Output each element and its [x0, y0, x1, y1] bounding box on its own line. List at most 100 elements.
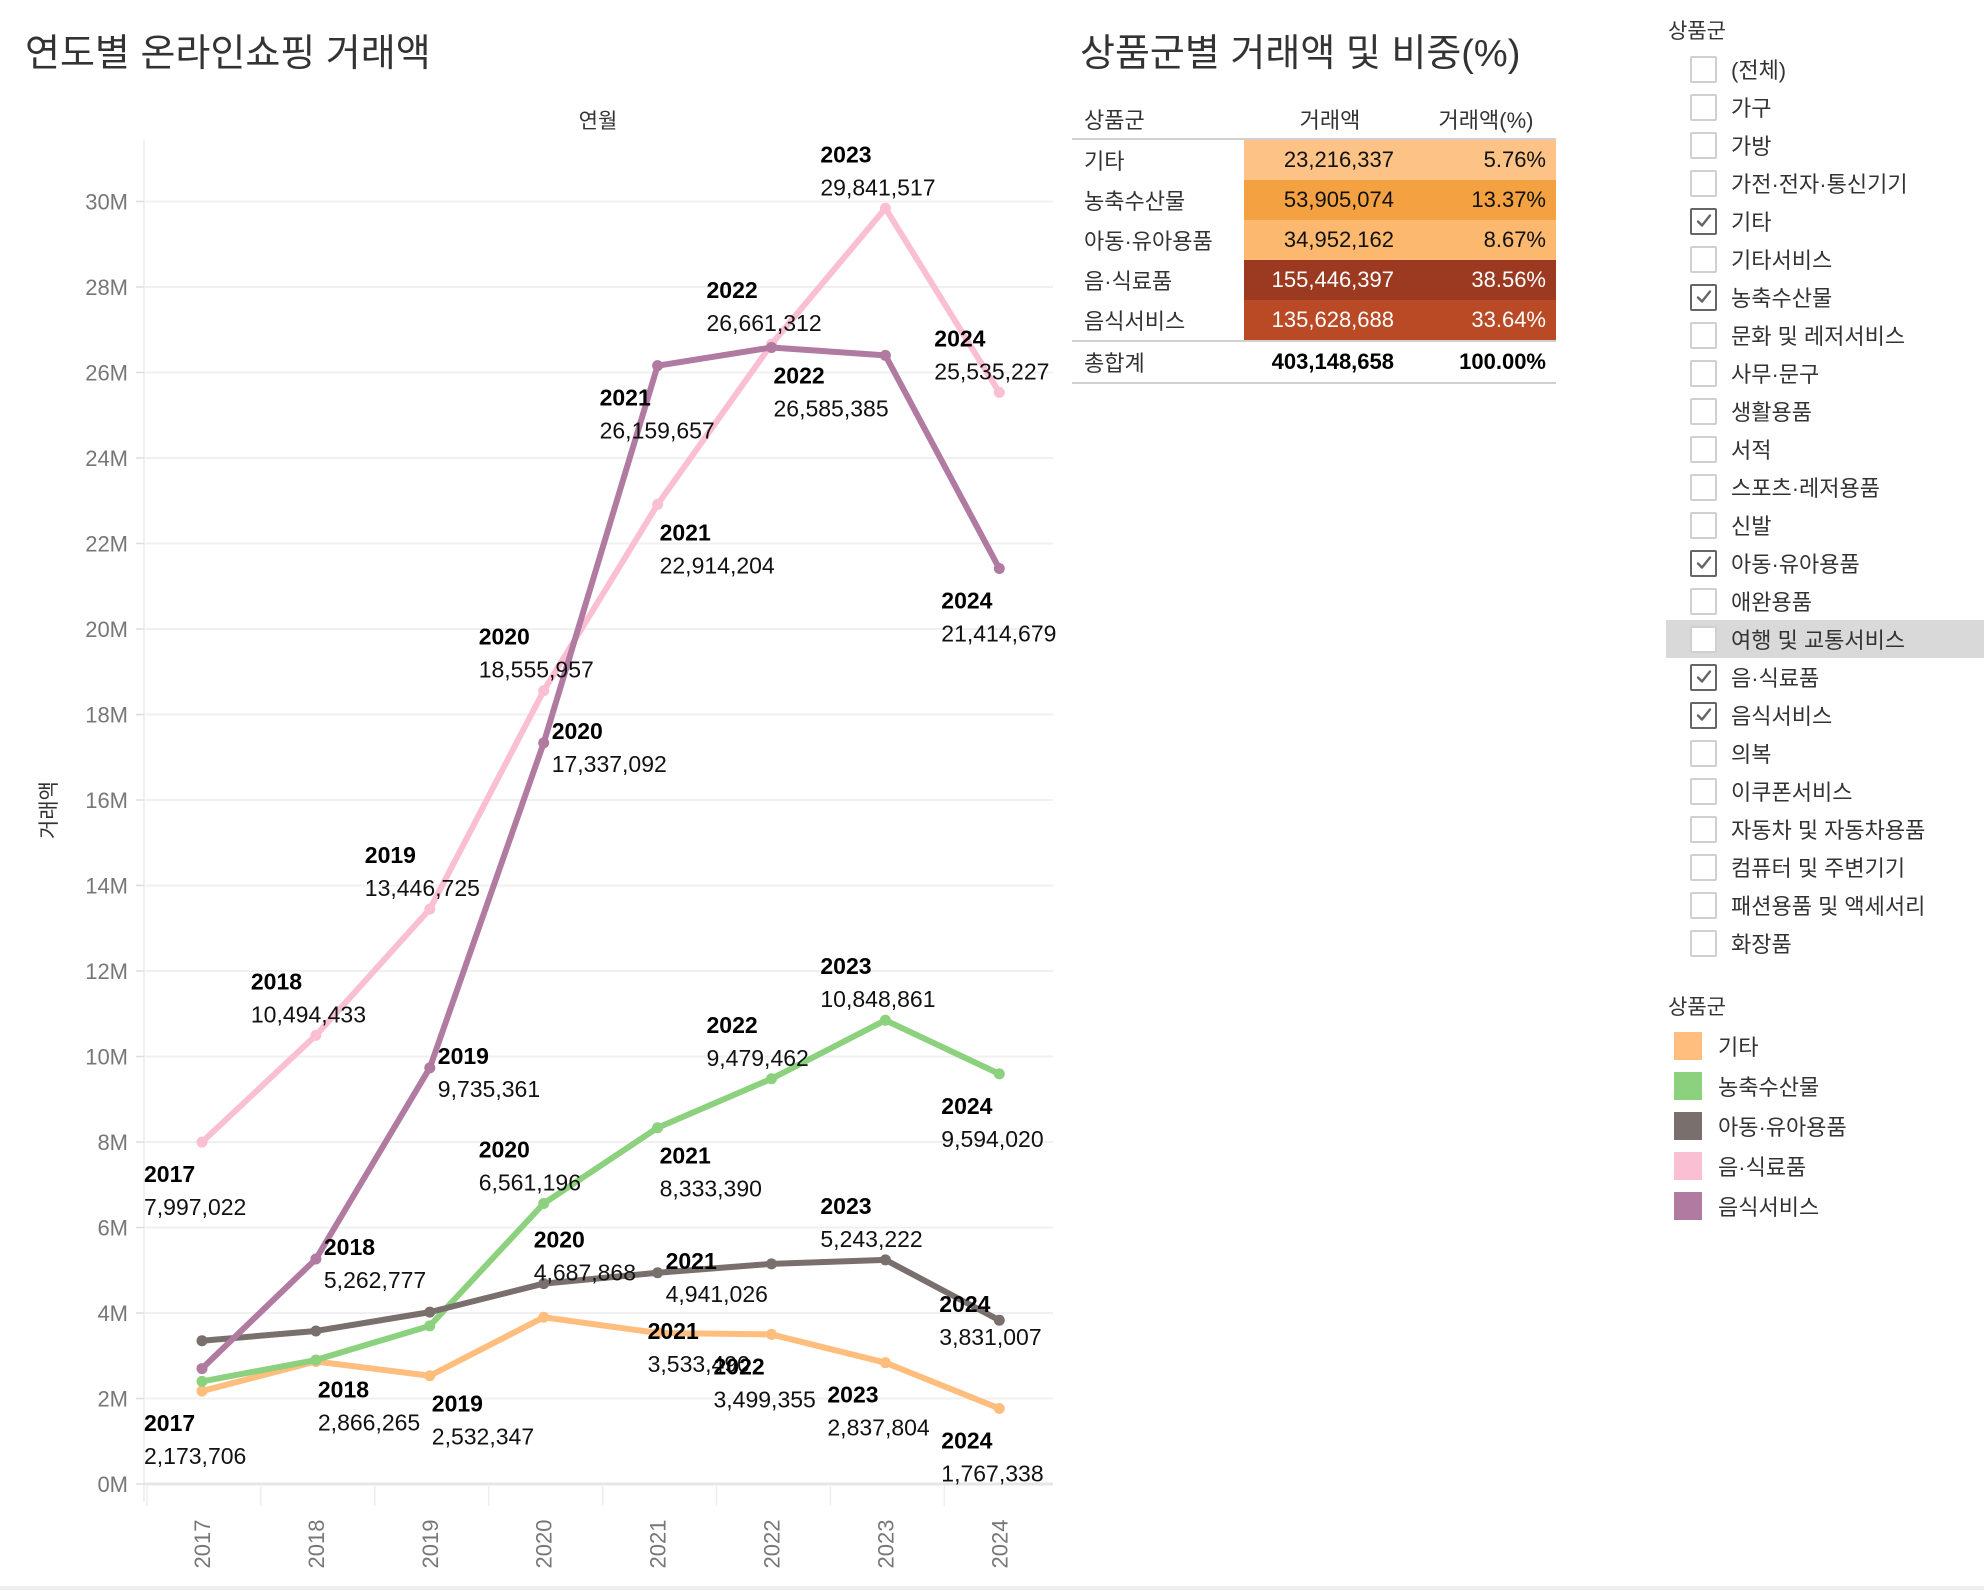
- checkbox-unchecked[interactable]: [1690, 853, 1717, 881]
- legend-item[interactable]: 음·식료품: [1668, 1146, 1984, 1186]
- data-point[interactable]: [879, 202, 891, 214]
- checkbox-unchecked[interactable]: [1690, 777, 1717, 805]
- data-point[interactable]: [310, 1354, 322, 1366]
- data-point[interactable]: [424, 1320, 436, 1332]
- data-point[interactable]: [652, 1327, 664, 1339]
- data-point[interactable]: [424, 1306, 436, 1318]
- checkbox-unchecked[interactable]: [1690, 93, 1717, 121]
- data-point[interactable]: [993, 1314, 1005, 1326]
- data-point[interactable]: [424, 1370, 436, 1382]
- filter-item[interactable]: 기타서비스: [1668, 240, 1984, 278]
- checkbox-unchecked[interactable]: [1690, 739, 1717, 767]
- checkbox-unchecked[interactable]: [1690, 891, 1717, 919]
- header-category[interactable]: 상품군: [1072, 100, 1244, 140]
- filter-item[interactable]: 화장품: [1668, 924, 1984, 962]
- legend-item[interactable]: 기타: [1668, 1026, 1984, 1066]
- data-point[interactable]: [993, 1402, 1005, 1414]
- data-point[interactable]: [993, 1068, 1005, 1080]
- data-point[interactable]: [196, 1136, 208, 1148]
- data-point[interactable]: [424, 1062, 436, 1074]
- data-point[interactable]: [766, 341, 777, 353]
- data-point[interactable]: [993, 563, 1005, 575]
- checkbox-unchecked[interactable]: [1690, 435, 1717, 463]
- table-row[interactable]: 음·식료품 155,446,397 38.56%: [1072, 260, 1556, 300]
- table-row[interactable]: 음식서비스 135,628,688 33.64%: [1072, 300, 1556, 341]
- filter-item[interactable]: 음식서비스: [1668, 696, 1984, 734]
- legend-item[interactable]: 농축수산물: [1668, 1066, 1984, 1106]
- data-point[interactable]: [538, 685, 550, 697]
- data-point[interactable]: [879, 1357, 891, 1369]
- checkbox-unchecked[interactable]: [1690, 511, 1717, 539]
- header-amount[interactable]: 거래액: [1244, 100, 1416, 140]
- table-row[interactable]: 농축수산물 53,905,074 13.37%: [1072, 180, 1556, 220]
- data-point[interactable]: [424, 903, 436, 915]
- checkbox-unchecked[interactable]: [1690, 397, 1717, 425]
- data-point[interactable]: [196, 1385, 208, 1397]
- series-line[interactable]: [199, 1256, 1003, 1344]
- data-point[interactable]: [538, 1278, 550, 1290]
- data-point[interactable]: [766, 1073, 777, 1085]
- data-point[interactable]: [652, 1267, 664, 1279]
- data-point[interactable]: [652, 498, 664, 510]
- checkbox-checked[interactable]: [1690, 701, 1717, 729]
- filter-item[interactable]: 음·식료품: [1668, 658, 1984, 696]
- data-point[interactable]: [538, 1198, 550, 1210]
- header-percent[interactable]: 거래액(%): [1416, 100, 1556, 140]
- checkbox-unchecked[interactable]: [1690, 245, 1717, 273]
- data-point[interactable]: [879, 1254, 891, 1266]
- table-row[interactable]: 기타 23,216,337 5.76%: [1072, 139, 1556, 180]
- legend-item[interactable]: 음식서비스: [1668, 1186, 1984, 1226]
- data-point[interactable]: [310, 1253, 322, 1265]
- filter-item[interactable]: 이쿠폰서비스: [1668, 772, 1984, 810]
- data-point[interactable]: [196, 1335, 208, 1347]
- data-point[interactable]: [196, 1363, 208, 1375]
- checkbox-unchecked[interactable]: [1690, 169, 1717, 197]
- checkbox-unchecked[interactable]: [1690, 815, 1717, 843]
- filter-item[interactable]: 기타: [1668, 202, 1984, 240]
- filter-item[interactable]: 패션용품 및 액세서리: [1668, 886, 1984, 924]
- legend-item[interactable]: 아동·유아용품: [1668, 1106, 1984, 1146]
- checkbox-unchecked[interactable]: [1690, 321, 1717, 349]
- checkbox-unchecked[interactable]: [1690, 131, 1717, 159]
- filter-item[interactable]: 생활용품: [1668, 392, 1984, 430]
- data-point[interactable]: [196, 1375, 208, 1387]
- table-row[interactable]: 아동·유아용품 34,952,162 8.67%: [1072, 220, 1556, 260]
- filter-item[interactable]: 농축수산물: [1668, 278, 1984, 316]
- checkbox-unchecked[interactable]: [1690, 55, 1717, 83]
- series-line[interactable]: [199, 344, 1003, 1372]
- filter-item[interactable]: 여행 및 교통서비스: [1666, 620, 1984, 658]
- data-point[interactable]: [652, 1122, 664, 1134]
- filter-item[interactable]: 컴퓨터 및 주변기기: [1668, 848, 1984, 886]
- data-point[interactable]: [766, 1258, 777, 1270]
- checkbox-checked[interactable]: [1690, 283, 1717, 311]
- checkbox-checked[interactable]: [1690, 207, 1717, 235]
- filter-item[interactable]: 서적: [1668, 430, 1984, 468]
- data-point[interactable]: [993, 386, 1005, 398]
- series-line[interactable]: [199, 1017, 1003, 1385]
- filter-item[interactable]: 신발: [1668, 506, 1984, 544]
- filter-item[interactable]: 애완용품: [1668, 582, 1984, 620]
- checkbox-unchecked[interactable]: [1690, 929, 1717, 957]
- data-point[interactable]: [310, 1325, 322, 1337]
- filter-item[interactable]: 사무·문구: [1668, 354, 1984, 392]
- filter-item[interactable]: 의복: [1668, 734, 1984, 772]
- data-point[interactable]: [879, 1014, 891, 1026]
- data-point[interactable]: [652, 360, 664, 372]
- filter-item[interactable]: 스포츠·레저용품: [1668, 468, 1984, 506]
- data-point[interactable]: [879, 349, 891, 361]
- filter-item[interactable]: 가방: [1668, 126, 1984, 164]
- filter-item[interactable]: (전체): [1668, 50, 1984, 88]
- data-point[interactable]: [538, 737, 550, 749]
- checkbox-checked[interactable]: [1690, 663, 1717, 691]
- filter-item[interactable]: 자동차 및 자동차용품: [1668, 810, 1984, 848]
- checkbox-unchecked[interactable]: [1690, 625, 1717, 653]
- series-line[interactable]: [199, 205, 1003, 1146]
- checkbox-unchecked[interactable]: [1690, 359, 1717, 387]
- filter-item[interactable]: 가구: [1668, 88, 1984, 126]
- data-point[interactable]: [538, 1311, 550, 1323]
- data-point[interactable]: [766, 1328, 777, 1340]
- data-point[interactable]: [310, 1029, 322, 1041]
- checkbox-checked[interactable]: [1690, 549, 1717, 577]
- filter-item[interactable]: 가전·전자·통신기기: [1668, 164, 1984, 202]
- series-line[interactable]: [199, 1314, 1003, 1412]
